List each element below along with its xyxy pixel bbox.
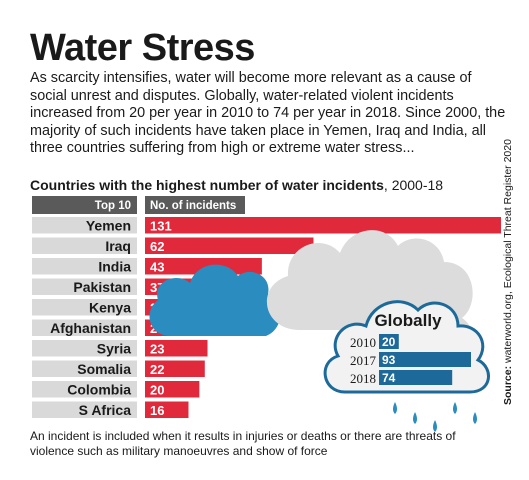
subtitle-period: , 2000-18 [383, 177, 444, 193]
intro-paragraph: As scarcity intensifies, water will beco… [30, 70, 506, 157]
year-label: 2018 [350, 371, 376, 386]
country-label: India [98, 259, 131, 275]
incident-value-label: 22 [150, 362, 164, 377]
globally-bar-chart: Globally 2010 20 2017 93 2018 74 [350, 311, 471, 386]
gray-cloud-outline-icon [266, 230, 474, 372]
globally-cloud-icon [323, 300, 490, 394]
country-label-band [32, 217, 137, 234]
source-label: Source: [502, 365, 514, 405]
country-label-band [32, 381, 137, 398]
cloud-illustration [149, 230, 490, 432]
country-label-band [32, 401, 137, 418]
country-label: Somalia [77, 361, 131, 377]
incident-value-label: 131 [150, 219, 172, 234]
incident-value-label: 62 [150, 239, 164, 254]
rain-drop-icon [413, 412, 417, 424]
year-label: 2010 [350, 335, 376, 350]
globally-title: Globally [374, 311, 442, 330]
incident-bar [145, 217, 501, 234]
source-note: Source: waterworld.org, Ecological Threa… [501, 139, 515, 405]
country-label: Kenya [89, 300, 131, 316]
incident-value-label: 16 [150, 403, 164, 418]
incident-value-label: 43 [150, 260, 164, 275]
footnote: An incident is included when it results … [30, 429, 456, 458]
rain-drop-icon [393, 402, 397, 414]
blue-cloud-icon [149, 264, 281, 336]
country-label: Syria [97, 341, 131, 357]
country-label-band [32, 360, 137, 377]
country-label: S Africa [79, 402, 132, 418]
rain-drop-icon [433, 420, 437, 432]
country-label-band [32, 299, 137, 316]
incident-value-label: 20 [150, 383, 164, 398]
country-label: Iraq [105, 238, 131, 254]
rain-drop-icon [453, 402, 457, 414]
header-incidents-cell [145, 196, 245, 214]
globally-value-label: 20 [382, 335, 396, 349]
incident-bar [145, 340, 208, 357]
country-label-band [32, 258, 137, 275]
header-incidents-label: No. of incidents [150, 200, 236, 212]
country-label-band [32, 278, 137, 295]
rain-drops [393, 402, 477, 432]
incident-value-label: 23 [150, 342, 164, 357]
country-label: Colombia [67, 382, 131, 398]
source-text: waterworld.org, Ecological Threat Regist… [502, 139, 514, 366]
country-label: Pakistan [73, 279, 131, 295]
rain-drop-icon [473, 412, 477, 424]
country-label: Afghanistan [50, 320, 131, 336]
year-label: 2017 [350, 353, 377, 368]
country-label: Yemen [86, 218, 131, 234]
country-label-band [32, 319, 137, 336]
incident-bar [145, 401, 189, 418]
globally-bar [379, 370, 453, 385]
chart-subtitle: Countries with the highest number of wat… [30, 176, 443, 194]
chart-title: Water Stress [30, 27, 255, 69]
country-label-band [32, 237, 137, 254]
header-top10-label: Top 10 [95, 200, 131, 212]
globally-value-label: 74 [382, 371, 396, 385]
incident-bar [145, 381, 200, 398]
incident-bar [145, 360, 205, 377]
globally-bar [379, 334, 399, 349]
incident-bar [145, 237, 314, 254]
country-label-band [32, 340, 137, 357]
globally-bar [379, 352, 471, 367]
header-top10-cell [32, 196, 137, 214]
subtitle-bold: Countries with the highest number of wat… [30, 177, 384, 193]
globally-value-label: 93 [382, 353, 396, 367]
